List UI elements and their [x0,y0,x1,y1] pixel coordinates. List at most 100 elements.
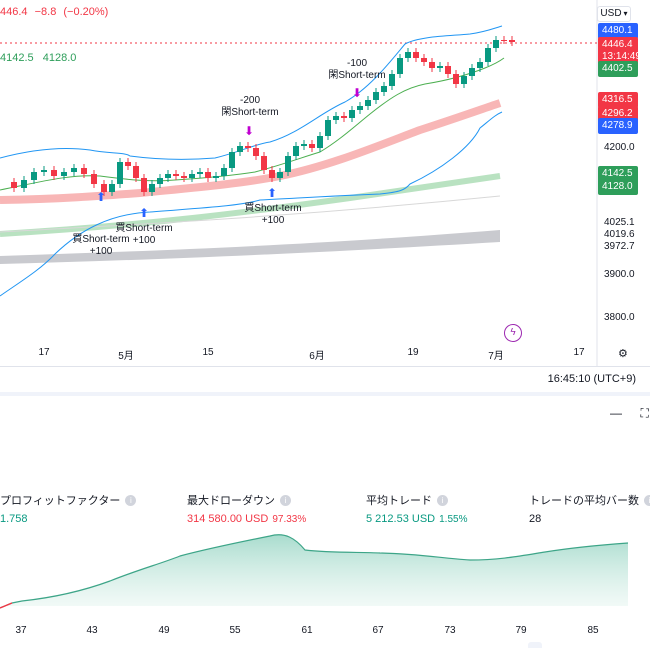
flash-icon[interactable]: ϟ [504,324,522,342]
candle-body [389,74,395,86]
candle-body [493,40,499,48]
candle-body [325,120,331,136]
candle-body [261,156,267,170]
price-chart-pane[interactable]: ⬆ ⬆ ⬆ ⬇ ⬇ 買Short-term +100 買Short-term +… [0,0,650,392]
bollinger-upper [0,25,503,160]
signal-qty: +100 [90,246,113,257]
candle-body [189,174,195,178]
currency-selector[interactable]: USD ▾ [597,6,631,22]
price-tag-ma: 4316.5 [598,92,638,108]
candle-body [485,48,491,62]
candle-body [21,180,27,188]
maximize-icon[interactable]: ⛶ [640,406,649,420]
candle-body [133,166,139,178]
price-tag-basis: 4402.5 [598,61,638,77]
candle-body [197,172,203,174]
candle-body [81,168,87,174]
candle-body [317,136,323,148]
candle-body [61,172,67,176]
price-tag-ma: 4142.5 [598,166,638,182]
timezone-bar: 16:45:10 (UTC+9) [0,366,650,391]
equity-axis-label: 49 [158,625,170,636]
candle-body [109,184,115,192]
panel-divider[interactable] [0,392,650,396]
candle-body [365,100,371,106]
signal-label: 閑Short-term [328,69,385,81]
close-price: 446.4 [0,6,28,18]
equity-curve[interactable] [0,526,650,621]
sell-arrow-icon: ⬇ [352,86,362,100]
indicator-legend[interactable]: 4142.5 4128.0 [0,52,82,64]
pane-toolbar: — ⛶ [596,404,649,422]
equity-axis-label: 73 [444,625,456,636]
price-tag-last: 4446.4 13:14:49 [598,37,641,65]
candle-body [205,172,211,178]
metric-pct: 1.55% [439,514,468,525]
candle-body [277,172,283,178]
candle-body [413,52,419,58]
candle-body [51,170,57,176]
minimize-icon[interactable]: — [610,406,622,420]
candle-body [71,168,77,172]
candle-body [469,68,475,76]
candle-body [477,62,483,68]
buy-arrow-icon: ⬆ [267,186,277,200]
candle-body [333,116,339,120]
price-axis-label: 3972.7 [604,241,635,252]
candle-body [461,76,467,84]
candle-body [41,170,47,172]
metric-label: トレードの平均バー数 [529,495,639,507]
candle-body [373,92,379,100]
info-icon[interactable]: i [280,495,291,506]
signal-label: 買Short-term [115,222,172,234]
indicator-value: 4128.0 [42,52,77,64]
price-axis-label: 4025.1 [604,217,635,228]
buy-arrow-icon: ⬆ [139,206,149,220]
candle-body [437,66,443,68]
buy-arrow-icon: ⬆ [96,190,106,204]
candle-body [381,86,387,92]
info-icon[interactable]: i [437,495,448,506]
candle-body [125,162,131,166]
signal-qty: +100 [262,215,285,226]
metric-max-drawdown: 最大ドローダウン i 314 580.00 USD 97.33% [187,492,306,525]
metric-value: 28 [529,513,542,525]
time-axis-label: 17 [38,347,50,358]
metric-value: 1.758 [0,513,28,525]
candle-body [405,52,411,58]
candle-body [349,110,355,118]
candle-body [309,144,315,148]
price-tag-upper-band: 4480.1 [598,23,638,39]
signal-arrows: ⬆ ⬆ ⬆ ⬇ ⬇ [96,86,362,220]
gear-icon[interactable]: ⚙ [618,348,628,360]
metric-avg-bars: トレードの平均バー数 i 28 [529,492,650,525]
price-axis-label: 3800.0 [604,312,635,323]
thin-ma-line [0,195,501,233]
signal-qty: -100 [347,58,367,69]
candle-body [509,40,515,42]
scroll-badge[interactable] [528,642,542,648]
clock-timezone[interactable]: 16:45:10 (UTC+9) [547,373,636,385]
signal-qty: +100 [133,235,156,246]
candle-body [149,184,155,192]
candle-body [397,58,403,74]
metric-label: 最大ドローダウン [187,495,275,507]
candle-body [237,146,243,152]
info-icon[interactable]: i [644,495,650,506]
time-axis-label: 15 [202,347,214,358]
info-icon[interactable]: i [125,495,137,506]
signal-label: 買Short-term [72,233,129,245]
candle-body [165,174,171,178]
time-axis-label: 5月 [118,351,134,362]
metric-label: 平均トレード [366,495,432,507]
equity-axis-label: 61 [301,625,313,636]
time-axis-label: 7月 [488,351,504,362]
candle-body [229,152,235,168]
currency-label: USD [600,8,622,19]
candle-body [501,40,507,41]
metric-value: 5 212.53 USD [366,513,436,525]
candle-body [157,178,163,184]
candle-body [293,146,299,156]
price-chart-canvas[interactable]: ⬆ ⬆ ⬆ ⬇ ⬇ 買Short-term +100 買Short-term +… [0,0,650,366]
candle-body [285,156,291,172]
